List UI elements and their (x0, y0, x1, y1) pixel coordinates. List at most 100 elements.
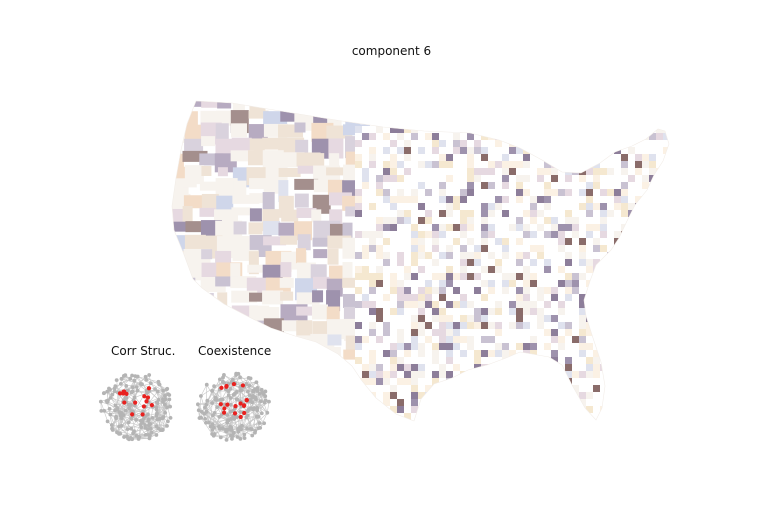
county-cell (215, 138, 234, 154)
county-cell (649, 378, 656, 385)
county-cell (614, 392, 621, 399)
county-cell (460, 294, 467, 301)
county-cell (488, 413, 495, 420)
county-cell (586, 126, 593, 133)
county-cell (362, 231, 369, 238)
county-cell (453, 189, 460, 196)
county-cell (474, 196, 481, 203)
county-cell (425, 238, 432, 245)
county-cell (663, 371, 669, 378)
county-cell (446, 329, 453, 336)
network-node (129, 426, 134, 431)
county-cell (656, 280, 663, 287)
county-cell (376, 287, 383, 294)
county-cell (551, 175, 558, 182)
county-cell (432, 182, 439, 189)
county-cell (502, 266, 509, 273)
county-cell (537, 168, 544, 175)
county-cell (411, 357, 418, 364)
county-cell (614, 329, 621, 336)
county-cell (432, 378, 439, 385)
county-cell (670, 308, 677, 315)
county-cell (628, 413, 635, 420)
county-cell (397, 224, 404, 231)
county-cell (530, 364, 537, 371)
county-cell (607, 322, 614, 329)
county-cell (404, 385, 411, 392)
county-cell (369, 294, 376, 301)
county-cell (579, 399, 586, 406)
county-cell (607, 350, 614, 357)
county-cell (614, 126, 621, 133)
county-cell (355, 357, 362, 364)
county-cell (621, 322, 628, 329)
county-cell (172, 101, 190, 110)
county-cell (425, 182, 432, 189)
network-node (242, 436, 247, 441)
county-cell (537, 161, 544, 168)
network-node (211, 433, 216, 438)
county-cell (446, 406, 453, 413)
county-cell (383, 322, 390, 329)
county-cell (488, 231, 495, 238)
county-cell (404, 280, 411, 287)
county-cell (280, 110, 299, 122)
county-cell (231, 137, 252, 151)
network-node (106, 398, 110, 403)
county-cell (376, 182, 383, 189)
county-cell (586, 168, 593, 175)
county-cell (460, 287, 467, 294)
county-cell (614, 322, 621, 329)
county-cell (572, 287, 579, 294)
county-cell (628, 420, 635, 421)
county-cell (670, 245, 677, 252)
county-cell (670, 420, 677, 427)
county-cell (530, 385, 537, 392)
county-cell (509, 406, 516, 413)
county-cell (593, 161, 600, 168)
county-cell (579, 168, 586, 175)
county-cell (572, 420, 579, 421)
county-cell (670, 161, 677, 168)
county-cell (488, 175, 495, 182)
county-cell (579, 189, 586, 196)
county-cell (446, 315, 453, 322)
county-cell (523, 343, 530, 350)
network-node (110, 426, 114, 431)
county-cell (544, 413, 551, 420)
county-cell (579, 182, 586, 189)
county-cell (369, 231, 376, 238)
county-cell (593, 217, 600, 224)
network-node (123, 373, 128, 378)
county-cell (551, 189, 558, 196)
county-cell (453, 133, 460, 140)
county-cell (216, 110, 236, 126)
county-cell (586, 273, 593, 280)
county-cell (474, 266, 481, 273)
county-cell (670, 294, 677, 301)
county-cell (488, 392, 495, 399)
county-cell (404, 133, 411, 140)
county-cell (404, 294, 411, 301)
county-cell (404, 147, 411, 154)
county-cell (614, 287, 621, 294)
county-cell (614, 266, 621, 273)
county-cell (586, 217, 593, 224)
network-node (109, 423, 114, 427)
county-cell (530, 210, 537, 217)
county-cell (607, 189, 614, 196)
county-cell (362, 189, 369, 196)
county-cell (537, 287, 544, 294)
county-cell (312, 237, 338, 247)
county-cell (537, 301, 544, 308)
county-cell (663, 217, 669, 224)
county-cell (593, 378, 600, 385)
county-cell (502, 378, 509, 385)
county-cell (297, 234, 311, 251)
county-cell (663, 196, 669, 203)
county-cell (551, 245, 558, 252)
network-node (129, 416, 134, 421)
county-cell (516, 308, 523, 315)
network-node (147, 422, 152, 426)
county-cell (432, 126, 439, 133)
